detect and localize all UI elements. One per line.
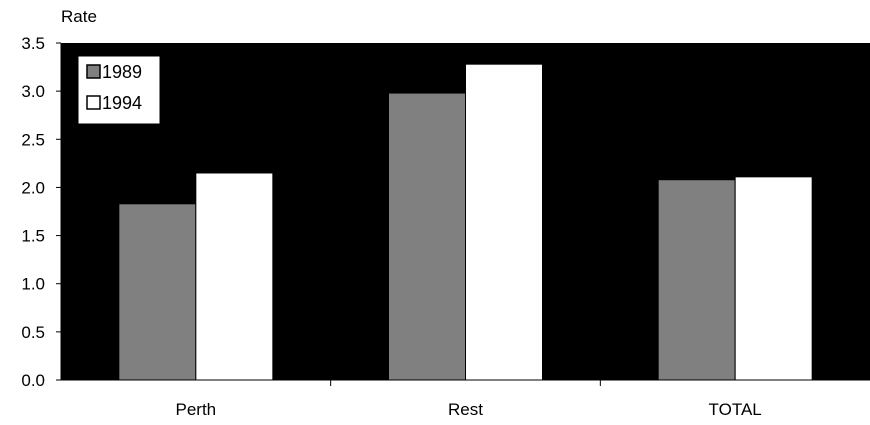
legend-label: 1989 — [102, 62, 142, 82]
y-axis: 0.0 0.5 1.0 1.5 2.0 2.5 3.0 3.5 — [21, 34, 62, 390]
bar-1994-total — [734, 176, 813, 381]
bar-1989-rest — [388, 92, 466, 381]
legend-swatch-1994 — [86, 95, 101, 110]
bar-1994-perth — [195, 172, 274, 381]
bars — [118, 63, 813, 381]
bar-1989-perth — [118, 203, 197, 381]
y-tick-label: 0.0 — [21, 371, 45, 390]
bar-1994-rest — [465, 63, 543, 381]
y-tick-label: 1.0 — [21, 275, 45, 294]
legend-swatch-1989 — [86, 64, 101, 79]
x-category-label: TOTAL — [709, 400, 762, 419]
y-tick-label: 3.0 — [21, 82, 45, 101]
y-tick-label: 2.5 — [21, 130, 45, 149]
x-category-label: Rest — [448, 400, 483, 419]
bar-1989-total — [657, 179, 736, 381]
x-axis: Perth Rest TOTAL — [61, 379, 870, 419]
y-tick-label: 0.5 — [21, 323, 45, 342]
y-axis-title: Rate — [61, 7, 97, 26]
x-category-label: Perth — [176, 400, 217, 419]
y-tick-label: 2.0 — [21, 178, 45, 197]
y-tick-label: 1.5 — [21, 227, 45, 246]
legend: 1989 1994 — [77, 55, 161, 125]
y-tick-label: 3.5 — [21, 34, 45, 53]
legend-label: 1994 — [102, 93, 142, 113]
